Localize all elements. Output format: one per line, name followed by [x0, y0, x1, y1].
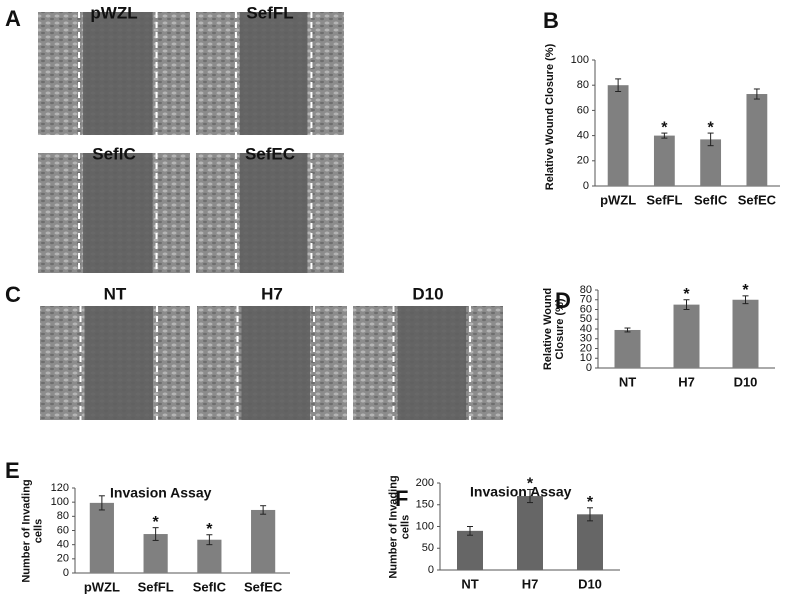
- y-axis-label: Relative Wound Closure (%): [544, 43, 556, 191]
- bar: [607, 85, 629, 186]
- bar: [251, 509, 276, 573]
- y-tick-label: 20: [577, 155, 589, 167]
- y-tick-label: 50: [580, 313, 592, 325]
- x-tick-label: NT: [619, 374, 636, 389]
- y-tick-label: 60: [57, 524, 69, 536]
- y-tick-label: 100: [416, 520, 434, 532]
- bar: [614, 329, 641, 368]
- image-label: SefFL: [246, 3, 293, 22]
- y-tick-label: 60: [580, 303, 592, 315]
- panel-letter: C: [5, 282, 21, 307]
- y-tick-label: 120: [51, 482, 69, 494]
- panel-letter: A: [5, 6, 21, 31]
- wound-area: [239, 153, 308, 273]
- y-tick-label: 80: [580, 284, 592, 296]
- y-tick-label: 0: [428, 564, 434, 576]
- image-label: D10: [412, 284, 443, 303]
- bar: [517, 496, 543, 570]
- x-tick-label: D10: [734, 374, 758, 389]
- bar: [653, 135, 675, 186]
- significance-marker: *: [742, 282, 749, 299]
- y-tick-label: 10: [580, 352, 592, 364]
- bar: [197, 539, 222, 573]
- wound-area: [83, 12, 153, 135]
- significance-marker: *: [206, 521, 213, 538]
- y-tick-label: 150: [416, 499, 434, 511]
- y-tick-label: 50: [422, 542, 434, 554]
- significance-marker: *: [661, 119, 668, 136]
- x-tick-label: H7: [522, 576, 539, 591]
- y-tick-label: 80: [57, 510, 69, 522]
- bar: [746, 94, 768, 186]
- image-label: SefEC: [245, 144, 295, 163]
- bar: [732, 299, 759, 368]
- y-tick-label: 20: [580, 342, 592, 354]
- y-tick-label: 0: [63, 567, 69, 579]
- bar: [89, 502, 114, 573]
- y-axis-label: Number of Invading cells: [387, 474, 411, 579]
- y-tick-label: 20: [57, 553, 69, 565]
- x-tick-label: pWZL: [600, 192, 636, 207]
- significance-marker: *: [527, 476, 534, 493]
- x-tick-label: SefFL: [646, 192, 682, 207]
- image-label: SefIC: [92, 144, 135, 163]
- panel-letter: F: [395, 486, 408, 511]
- wound-area: [84, 306, 153, 420]
- image-label: H7: [261, 284, 283, 303]
- bar: [700, 139, 722, 186]
- x-tick-label: SefIC: [694, 192, 728, 207]
- y-tick-label: 0: [586, 362, 592, 374]
- x-tick-label: H7: [678, 374, 695, 389]
- y-axis-label: Number of Invading cells: [20, 478, 44, 583]
- x-tick-label: pWZL: [84, 579, 120, 594]
- significance-marker: *: [708, 119, 715, 136]
- panel-letter: E: [5, 458, 20, 483]
- x-tick-label: D10: [578, 576, 602, 591]
- y-axis-label: Relative Wound Closure (%): [542, 287, 566, 371]
- chart-title: Invasion Assay: [110, 485, 212, 501]
- y-tick-label: 100: [571, 54, 589, 66]
- bar: [577, 514, 603, 570]
- y-tick-label: 40: [577, 130, 589, 142]
- y-tick-label: 60: [577, 104, 589, 116]
- y-tick-label: 100: [51, 496, 69, 508]
- x-tick-label: SefFL: [138, 579, 174, 594]
- bar: [457, 530, 483, 570]
- y-tick-label: 200: [416, 477, 434, 489]
- chart-title: Invasion Assay: [470, 484, 572, 500]
- y-tick-label: 0: [583, 180, 589, 192]
- x-tick-label: SefIC: [193, 579, 227, 594]
- y-tick-label: 40: [57, 539, 69, 551]
- bar: [673, 304, 700, 368]
- significance-marker: *: [587, 494, 594, 511]
- y-tick-label: 30: [580, 333, 592, 345]
- x-tick-label: NT: [461, 576, 478, 591]
- y-tick-label: 70: [580, 294, 592, 306]
- x-tick-label: SefEC: [244, 579, 283, 594]
- y-tick-label: 80: [577, 79, 589, 91]
- wound-area: [397, 306, 466, 420]
- wound-area: [83, 153, 153, 273]
- panel-letter: B: [543, 8, 559, 33]
- wound-area: [239, 12, 308, 135]
- wound-area: [241, 306, 310, 420]
- x-tick-label: SefEC: [738, 192, 777, 207]
- panel-letter: D: [555, 288, 571, 313]
- y-tick-label: 40: [580, 323, 592, 335]
- image-label: NT: [104, 284, 127, 303]
- image-label: pWZL: [90, 3, 137, 22]
- significance-marker: *: [683, 286, 690, 303]
- significance-marker: *: [153, 514, 160, 531]
